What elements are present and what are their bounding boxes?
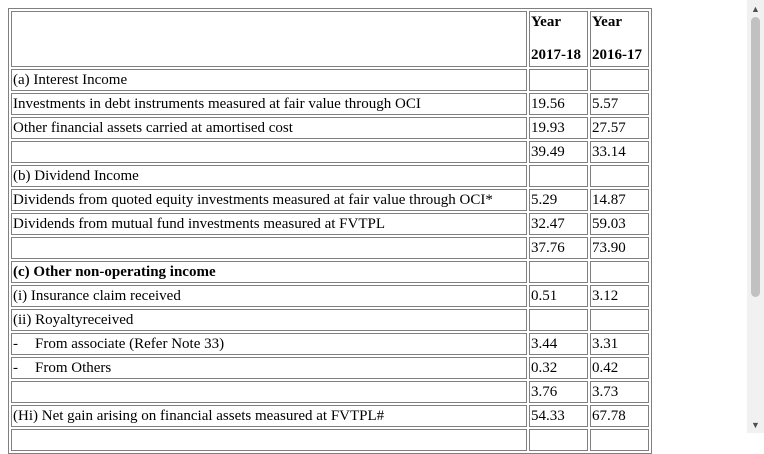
row-value-2017-18: 32.47 [529, 213, 588, 235]
row-label: (a) Interest Income [11, 69, 527, 91]
row-value-2017-18 [529, 261, 588, 283]
row-value-2016-17: 67.78 [590, 405, 649, 427]
scroll-down-arrow-icon[interactable]: ▼ [751, 419, 760, 430]
table-row: Dividends from quoted equity investments… [11, 189, 649, 211]
table-row: Other financial assets carried at amorti… [11, 117, 649, 139]
row-label: Dividends from quoted equity investments… [11, 189, 527, 211]
financial-table: Year 2017-18 Year 2016-17 (a) Interest I… [8, 8, 652, 454]
row-value-2017-18: 0.32 [529, 357, 588, 379]
table-header-row: Year 2017-18 Year 2016-17 [11, 11, 649, 67]
header-year-label: Year [531, 14, 561, 30]
row-label: Dividends from mutual fund investments m… [11, 213, 527, 235]
scrollbar-thumb[interactable] [751, 17, 760, 297]
table-row [11, 429, 649, 451]
row-label: Investments in debt instruments measured… [11, 93, 527, 115]
row-value-2016-17: 3.31 [590, 333, 649, 355]
table-row: Dividends from mutual fund investments m… [11, 213, 649, 235]
row-value-2017-18: 39.49 [529, 141, 588, 163]
vertical-scrollbar[interactable]: ▲ ▼ [747, 0, 764, 433]
row-label: (ii) Royaltyreceived [11, 309, 527, 331]
row-value-2016-17: 0.42 [590, 357, 649, 379]
row-dash: - [13, 360, 18, 376]
row-value-2016-17 [590, 69, 649, 91]
row-label [11, 237, 527, 259]
row-value-2016-17 [590, 309, 649, 331]
row-label: (i) Insurance claim received [11, 285, 527, 307]
row-label [11, 141, 527, 163]
header-year-value: 2016-17 [592, 47, 642, 63]
subtotal-row: 39.49 33.14 [11, 141, 649, 163]
row-value-2016-17 [590, 429, 649, 451]
header-year-value: 2017-18 [531, 47, 581, 63]
row-value-2016-17: 59.03 [590, 213, 649, 235]
subtotal-row: 3.76 3.73 [11, 381, 649, 403]
row-label-cell: - From Others [11, 357, 527, 379]
table-row: (i) Insurance claim received 0.51 3.12 [11, 285, 649, 307]
row-value-2017-18: 5.29 [529, 189, 588, 211]
row-label: From associate (Refer Note 33) [35, 336, 225, 352]
row-label: From Others [35, 360, 112, 376]
header-year-label: Year [592, 14, 622, 30]
row-value-2017-18: 54.33 [529, 405, 588, 427]
table-row: (a) Interest Income [11, 69, 649, 91]
row-label: (c) Other non-operating income [11, 261, 527, 283]
row-value-2016-17: 73.90 [590, 237, 649, 259]
row-value-2016-17: 3.73 [590, 381, 649, 403]
row-label [11, 381, 527, 403]
table-row: (ii) Royaltyreceived [11, 309, 649, 331]
row-value-2017-18: 3.44 [529, 333, 588, 355]
row-value-2017-18: 37.76 [529, 237, 588, 259]
header-year-2016-17: Year 2016-17 [590, 11, 649, 67]
row-label [11, 429, 527, 451]
table-row: (b) Dividend Income [11, 165, 649, 187]
row-value-2016-17: 33.14 [590, 141, 649, 163]
row-label: Other financial assets carried at amorti… [11, 117, 527, 139]
row-label: (Hi) Net gain arising on financial asset… [11, 405, 527, 427]
row-dash: - [13, 336, 18, 352]
table-row: - From Others 0.32 0.42 [11, 357, 649, 379]
row-value-2016-17 [590, 165, 649, 187]
row-value-2016-17: 27.57 [590, 117, 649, 139]
header-year-2017-18: Year 2017-18 [529, 11, 588, 67]
row-value-2016-17: 3.12 [590, 285, 649, 307]
row-label-cell: - From associate (Refer Note 33) [11, 333, 527, 355]
table-row: (Hi) Net gain arising on financial asset… [11, 405, 649, 427]
row-value-2017-18 [529, 69, 588, 91]
row-value-2016-17 [590, 261, 649, 283]
row-value-2017-18 [529, 429, 588, 451]
row-value-2017-18 [529, 165, 588, 187]
row-value-2017-18: 0.51 [529, 285, 588, 307]
subtotal-row: 37.76 73.90 [11, 237, 649, 259]
row-value-2017-18: 19.56 [529, 93, 588, 115]
table-row: - From associate (Refer Note 33) 3.44 3.3… [11, 333, 649, 355]
row-value-2017-18: 19.93 [529, 117, 588, 139]
table-row: (c) Other non-operating income [11, 261, 649, 283]
row-value-2017-18 [529, 309, 588, 331]
document: Year 2017-18 Year 2016-17 (a) Interest I… [8, 8, 652, 454]
header-empty-cell [11, 11, 527, 67]
row-value-2016-17: 14.87 [590, 189, 649, 211]
row-value-2016-17: 5.57 [590, 93, 649, 115]
scroll-up-arrow-icon[interactable]: ▲ [751, 3, 760, 14]
table-row: Investments in debt instruments measured… [11, 93, 649, 115]
row-label: (b) Dividend Income [11, 165, 527, 187]
row-value-2017-18: 3.76 [529, 381, 588, 403]
